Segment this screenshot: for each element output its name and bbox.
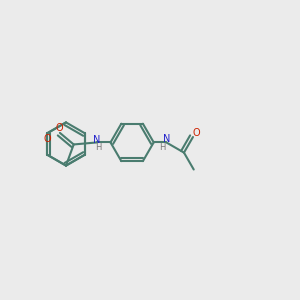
Text: O: O	[44, 134, 51, 144]
Text: H: H	[160, 143, 166, 152]
Text: N: N	[163, 134, 171, 144]
Text: N: N	[93, 135, 101, 145]
Text: H: H	[95, 143, 101, 152]
Text: O: O	[192, 128, 200, 137]
Text: O: O	[56, 123, 63, 133]
